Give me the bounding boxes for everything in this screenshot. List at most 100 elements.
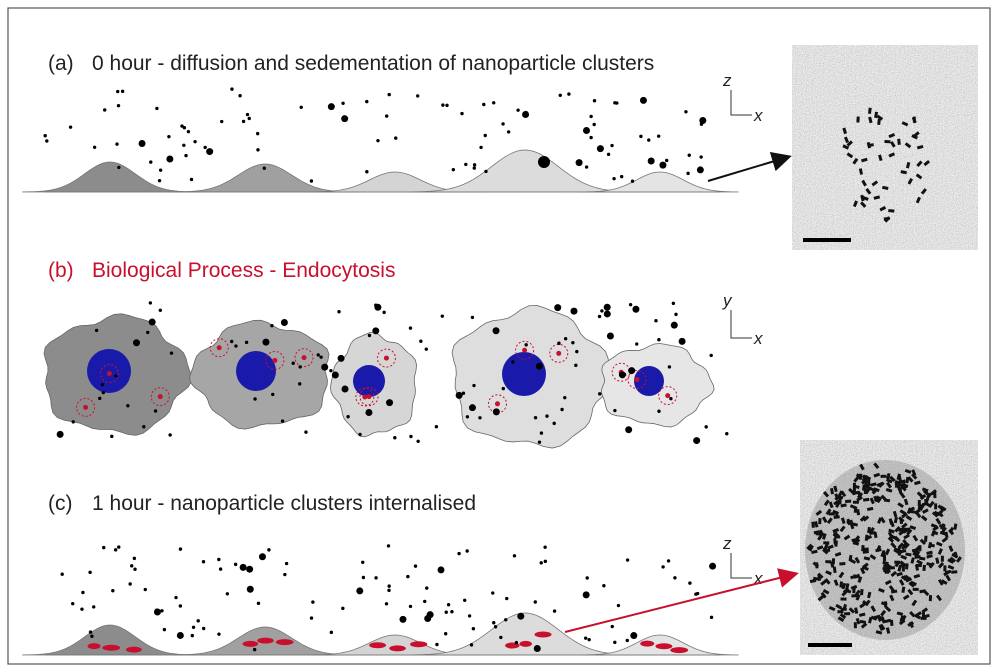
nanoparticle: [684, 110, 687, 113]
nanoparticle: [328, 103, 335, 110]
nanoparticle: [81, 591, 84, 594]
nanoparticle: [203, 146, 206, 149]
nanoparticle: [491, 591, 494, 594]
internalised-cluster: [519, 641, 531, 647]
nanoparticle: [602, 584, 605, 587]
nanoparticle: [179, 547, 182, 550]
nanoparticle: [469, 404, 476, 411]
nanoparticle: [583, 127, 590, 134]
nanoparticle: [456, 392, 463, 399]
nanoparticle: [361, 561, 364, 564]
tem-particle: [859, 474, 862, 480]
nanoparticle: [253, 397, 256, 400]
nanoparticle: [544, 560, 547, 563]
nanoparticle: [611, 625, 614, 628]
nanoparticle: [342, 385, 349, 392]
nanoparticle: [502, 387, 505, 390]
nanoparticle: [700, 122, 703, 125]
nanoparticle: [247, 586, 254, 593]
internalised-cluster: [670, 647, 688, 653]
nanoparticle: [604, 304, 611, 311]
nanoparticle: [337, 310, 340, 313]
cluster: [384, 356, 389, 361]
tem-particle: [888, 209, 894, 213]
cluster: [556, 351, 561, 356]
nanoparticle: [589, 136, 592, 139]
nanoparticle: [253, 648, 256, 651]
nanoparticle: [394, 136, 397, 139]
nanoparticle: [159, 168, 162, 171]
tem-particle: [840, 597, 846, 600]
nanoparticle: [699, 155, 702, 158]
nanoparticle: [242, 120, 245, 123]
nanoparticle: [686, 172, 689, 175]
nanoparticle: [71, 602, 74, 605]
tem-particle: [811, 522, 814, 528]
nanoparticle: [589, 115, 592, 118]
nanoparticle: [583, 591, 590, 598]
nanoparticle: [183, 126, 186, 129]
nanoparticle: [570, 308, 577, 315]
nanoparticle: [437, 566, 444, 573]
nanoparticle: [110, 435, 113, 438]
nanoparticle: [617, 604, 620, 607]
hill: [23, 162, 197, 192]
nanoparticle: [473, 163, 476, 166]
nanoparticle: [709, 563, 716, 570]
nanoparticle: [300, 106, 303, 109]
tem-particle: [916, 564, 922, 567]
tem-particle: [951, 570, 957, 573]
nanoparticle: [493, 408, 500, 415]
nanoparticle: [450, 610, 453, 613]
nanoparticle: [270, 324, 273, 327]
cluster: [634, 377, 639, 382]
internalised-cluster: [369, 642, 386, 648]
page: (a) 0 hour - diffusion and sedementation…: [0, 0, 999, 669]
nanoparticle: [317, 353, 320, 356]
nanoparticle: [626, 639, 629, 642]
nanoparticle: [672, 302, 675, 305]
axis-label: x: [753, 329, 763, 348]
cluster: [158, 394, 163, 399]
nanoparticle: [626, 558, 629, 561]
hill: [410, 150, 638, 192]
tem-particle: [913, 588, 919, 591]
nanoparticle: [166, 156, 173, 163]
nanoparticle: [177, 632, 184, 639]
tem-particle: [929, 595, 932, 601]
nanoparticle: [365, 170, 368, 173]
nanoparticle: [298, 365, 301, 368]
nanoparticle: [246, 566, 253, 573]
scale-bar: [808, 643, 852, 647]
nanoparticle: [281, 319, 288, 326]
nanoparticle: [710, 616, 713, 619]
arrow: [565, 574, 795, 632]
nanoparticle: [230, 87, 233, 90]
nanoparticle: [444, 632, 447, 635]
nanoparticle: [187, 130, 190, 133]
nanoparticle: [240, 564, 247, 571]
nanoparticle: [584, 636, 587, 639]
panel-title: 0 hour - diffusion and sedementation of …: [92, 52, 654, 75]
nanoparticle: [72, 420, 75, 423]
nanoparticle: [585, 576, 588, 579]
nanoparticle: [245, 341, 248, 344]
nanoparticle: [464, 163, 467, 166]
nanoparticle: [598, 315, 601, 318]
nanoparticle: [60, 573, 63, 576]
nanoparticle: [406, 575, 409, 578]
nanoparticle: [659, 162, 666, 169]
nanoparticle: [725, 432, 728, 435]
nanoparticle: [465, 549, 468, 552]
nanoparticle: [557, 342, 560, 345]
nanoparticle: [374, 576, 377, 579]
nanoparticle: [538, 440, 541, 443]
internalised-cluster: [257, 638, 274, 644]
nanoparticle: [281, 419, 284, 422]
nanoparticle: [669, 397, 672, 400]
cluster: [495, 401, 500, 406]
nanoparticle: [45, 139, 48, 142]
nanoparticle: [693, 437, 700, 444]
nanoparticle: [524, 111, 527, 114]
nanoparticle: [597, 145, 604, 152]
